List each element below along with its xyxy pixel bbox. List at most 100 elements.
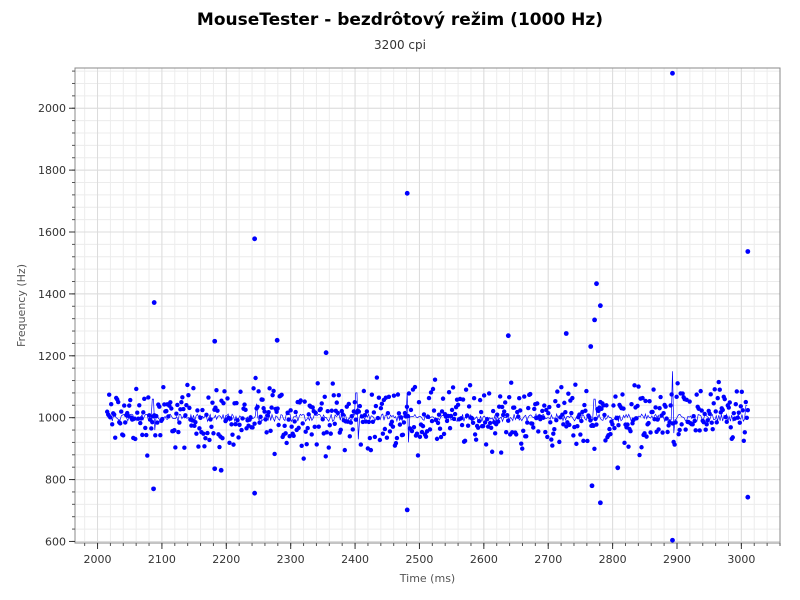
data-point [389, 419, 395, 424]
data-point [630, 421, 635, 426]
data-point [727, 400, 732, 405]
data-point [438, 434, 444, 440]
data-point [427, 427, 433, 432]
data-point [551, 431, 556, 436]
y-tick-label: 800 [45, 474, 66, 487]
data-point [109, 401, 114, 407]
data-point [324, 430, 329, 435]
data-point [559, 385, 564, 390]
data-point [258, 414, 263, 420]
data-point [275, 406, 280, 411]
outlier-point [592, 317, 597, 323]
data-point [472, 432, 478, 437]
data-point [147, 413, 152, 418]
data-point [471, 396, 477, 401]
data-point [519, 441, 524, 446]
data-point [183, 413, 188, 418]
data-point [110, 422, 115, 427]
data-point [357, 403, 363, 409]
data-point [713, 409, 718, 414]
data-point [663, 404, 668, 409]
data-point [571, 433, 576, 438]
data-point [698, 388, 703, 394]
data-point [269, 405, 274, 410]
data-point [643, 398, 648, 404]
data-point [149, 426, 154, 431]
data-point [378, 405, 384, 411]
data-point [106, 392, 112, 397]
data-point [562, 400, 567, 406]
data-point [328, 431, 333, 436]
data-point [335, 410, 340, 416]
data-point [476, 418, 482, 424]
data-point [526, 405, 531, 411]
data-point [279, 392, 284, 398]
data-point [656, 427, 661, 432]
data-point [372, 434, 378, 440]
data-point [323, 454, 328, 459]
data-point [276, 422, 281, 428]
data-point [348, 420, 354, 425]
data-point [137, 403, 142, 408]
data-point [612, 425, 617, 431]
data-point [382, 426, 388, 432]
data-point [490, 408, 496, 414]
data-point [560, 412, 565, 417]
data-point [164, 408, 169, 414]
data-point [621, 406, 626, 411]
data-point [502, 400, 508, 405]
data-point [214, 387, 219, 393]
data-point [575, 423, 580, 429]
data-point [717, 387, 722, 392]
data-point [181, 406, 186, 412]
data-point [210, 400, 215, 405]
data-point [675, 381, 680, 386]
data-point [728, 425, 733, 430]
data-point [271, 388, 276, 394]
data-point [674, 394, 679, 400]
data-point [184, 402, 189, 408]
data-point [384, 435, 390, 440]
outlier-point [274, 337, 280, 343]
data-point [668, 403, 673, 408]
data-point [651, 387, 656, 392]
data-point [592, 446, 597, 452]
data-point [467, 383, 473, 388]
data-point [404, 404, 410, 410]
data-point [364, 409, 370, 414]
data-point [397, 422, 403, 427]
data-point [257, 420, 262, 425]
outlier-point [505, 333, 511, 339]
data-point [625, 422, 630, 427]
data-point [494, 412, 500, 417]
data-point [191, 385, 196, 391]
outlier-point [151, 486, 156, 492]
data-point [690, 422, 695, 427]
data-point [724, 419, 729, 425]
data-point [161, 384, 166, 390]
x-tick-label: 2300 [277, 553, 305, 566]
data-point [585, 438, 590, 444]
data-point [514, 432, 519, 437]
data-point [153, 433, 158, 438]
data-point [391, 393, 397, 398]
data-point [380, 431, 386, 436]
data-point [547, 404, 552, 410]
data-point [435, 420, 441, 426]
y-tick-label: 1400 [38, 288, 66, 301]
data-point [524, 434, 529, 439]
outlier-point [218, 467, 224, 473]
data-point [266, 410, 271, 415]
data-point [704, 422, 709, 427]
data-point [699, 408, 704, 413]
data-point [316, 424, 321, 429]
data-point [687, 399, 692, 404]
outlier-point [745, 249, 751, 254]
data-point [158, 433, 163, 438]
data-point [268, 428, 273, 434]
x-tick-label: 2800 [599, 553, 627, 566]
data-point [545, 434, 550, 440]
data-point [186, 392, 191, 398]
data-point [567, 422, 572, 428]
data-point [607, 426, 612, 432]
